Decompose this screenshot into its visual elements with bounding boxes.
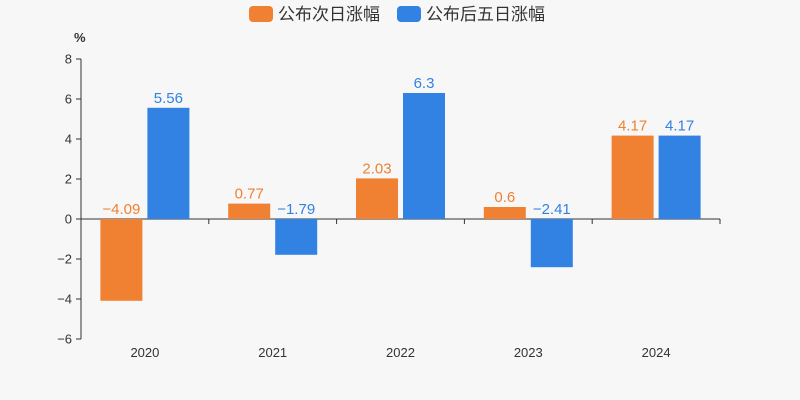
bar-series-1-2024[interactable] [658,135,701,219]
legend: 公布次日涨幅 公布后五日涨幅 [249,5,545,24]
y-tick-label: −4 [57,292,72,307]
data-label-series-0-2022: 2.03 [362,160,391,177]
legend-swatch-series-0 [249,6,273,22]
data-label-series-1-2022: 6.3 [414,75,435,92]
y-tick-label: 8 [65,52,72,67]
bar-series-1-2023[interactable] [530,219,573,268]
y-tick-label: 6 [65,92,72,107]
legend-item-series-1[interactable]: 公布后五日涨幅 [397,5,545,24]
y-tick-label: 4 [65,132,72,147]
data-label-series-1-2020: 5.56 [154,90,183,107]
x-tick-label: 2022 [386,345,415,360]
x-tick-label: 2020 [130,345,159,360]
x-tick-label: 2024 [642,345,671,360]
bar-series-0-2022[interactable] [356,178,398,219]
data-label-series-0-2020: −4.09 [102,201,140,218]
bars [100,93,701,301]
data-label-series-0-2024: 4.17 [618,118,647,135]
data-label-series-1-2021: −1.79 [277,201,315,218]
y-tick-label: −6 [57,332,72,347]
data-label-series-1-2023: −2.41 [533,201,571,218]
bar-series-1-2021[interactable] [275,219,318,255]
bar-series-1-2020[interactable] [147,107,190,219]
bar-series-0-2023[interactable] [483,207,526,219]
bar-series-0-2021[interactable] [228,203,271,219]
bar-series-1-2022[interactable] [403,93,445,219]
bar-series-0-2024[interactable] [611,135,654,219]
x-tick-label: 2021 [258,345,287,360]
y-tick-label: 2 [65,172,72,187]
bar-series-0-2020[interactable] [100,219,143,301]
y-tick-label: 0 [65,212,72,227]
y-axis: −6 −4 −2 0 2 4 6 8 [57,52,82,347]
legend-label-series-1: 公布后五日涨幅 [426,5,545,24]
data-label-series-0-2023: 0.6 [494,189,515,206]
y-axis-unit-label: % [74,30,86,45]
legend-label-series-0: 公布次日涨幅 [278,5,380,24]
data-label-series-0-2021: 0.77 [235,186,264,203]
y-tick-label: −2 [57,252,72,267]
legend-swatch-series-1 [397,6,421,22]
legend-item-series-0[interactable]: 公布次日涨幅 [249,5,380,24]
data-labels: −4.09 0.77 2.03 0.6 4.17 5.56 −1.79 6.3 −2.41 4.1… [102,75,694,218]
x-tick-label: 2023 [514,345,543,360]
data-label-series-1-2024: 4.17 [665,118,694,135]
